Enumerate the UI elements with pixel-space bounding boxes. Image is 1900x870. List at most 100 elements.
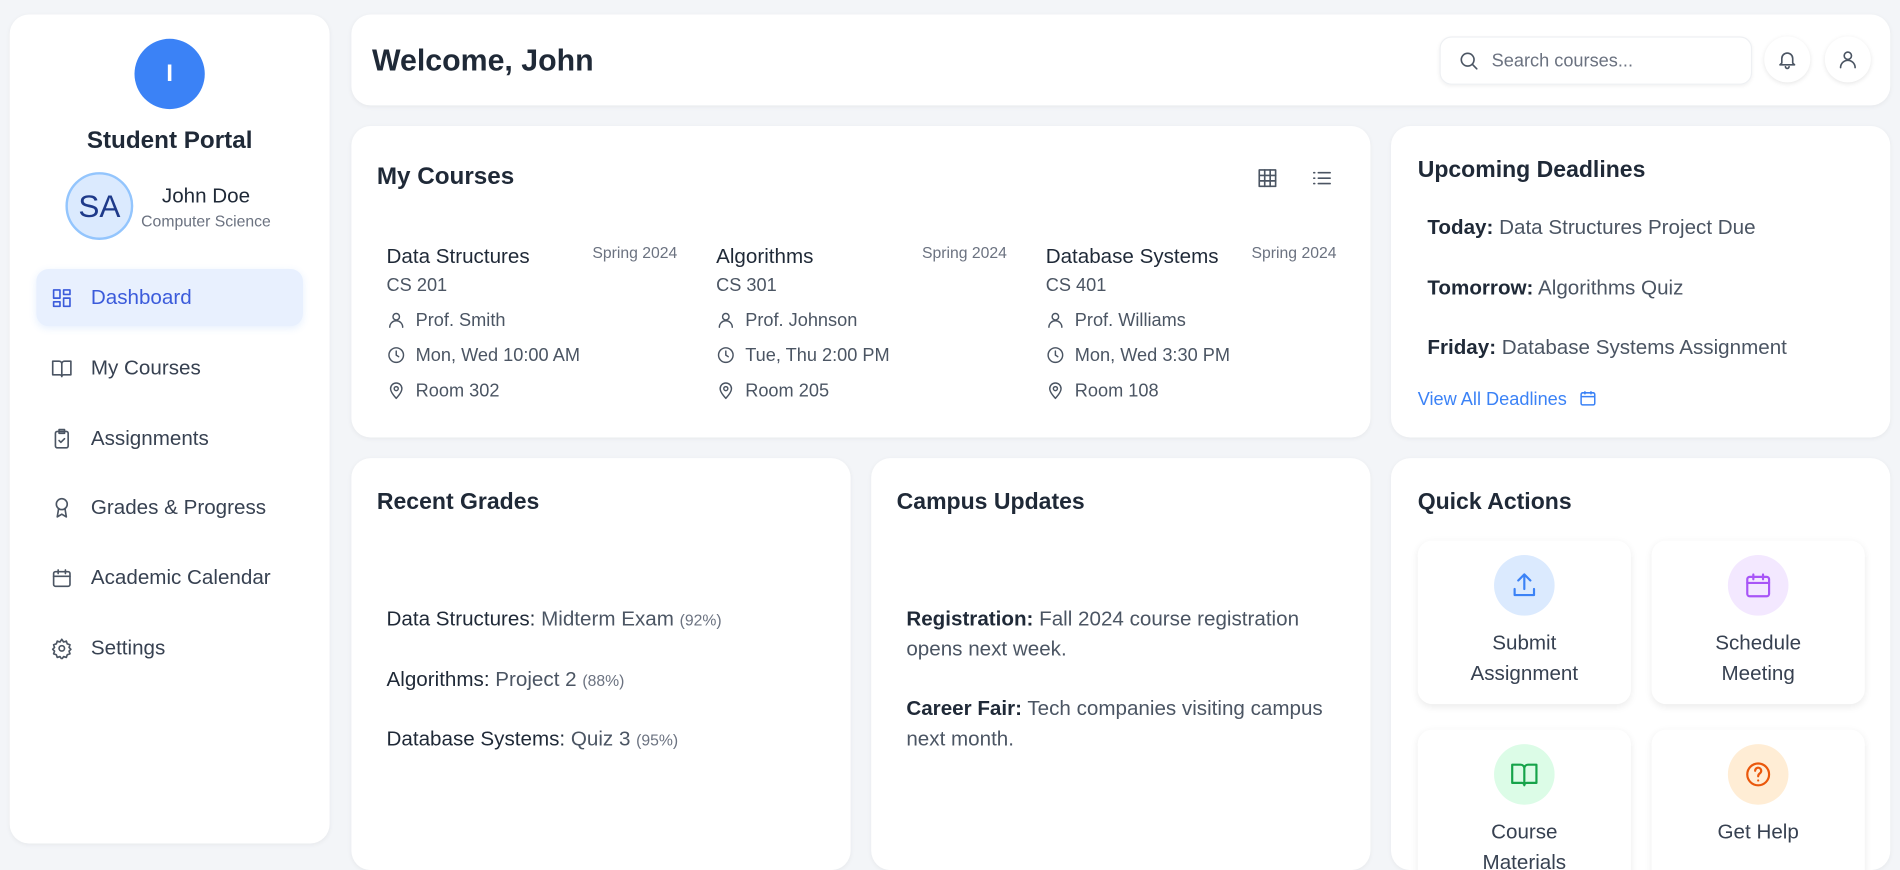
card-title: Quick Actions [1417, 489, 1572, 516]
icon [389, 382, 403, 400]
icon [54, 428, 69, 449]
icon [52, 289, 71, 308]
grade-item: Midterm Exam [541, 607, 674, 631]
user-department: Computer Science [141, 212, 271, 231]
course-term: Spring 2024 [592, 243, 678, 262]
deadline: Today: Data Structures Project Due [1427, 216, 1755, 240]
update-label: Registration: [906, 607, 1034, 631]
grade: Data Structures: Midterm Exam (92%) [387, 607, 722, 631]
icon [52, 569, 71, 588]
grid-view[interactable] [1257, 167, 1279, 189]
course-code: CS 201 [386, 275, 448, 296]
grade: Algorithms: Project 2 (88%) [387, 667, 625, 691]
card-title: Recent Grades [376, 489, 540, 516]
grade-score: (92%) [679, 610, 722, 629]
icon [1511, 763, 1538, 787]
update-text: Tech companies visiting campus next mont… [906, 696, 1323, 751]
course[interactable]: Data Structures Spring 2024 CS 201 Prof.… [387, 242, 678, 412]
nav-label: Grades & Progress [90, 496, 267, 520]
quick-action[interactable]: Course Materials [1417, 729, 1631, 870]
room: Room 302 [415, 380, 500, 402]
nav-item[interactable]: Grades & Progress [46, 494, 288, 523]
view-all-link[interactable]: View All Deadlines [1418, 389, 1598, 410]
icon [55, 498, 69, 519]
nav-item[interactable]: Dashboard [46, 284, 288, 313]
deadline-when: Today: [1427, 215, 1494, 239]
nav-item[interactable]: Assignments [46, 424, 288, 453]
quick-actions-card: Quick Actions Submit Assignment Schedule … [1391, 458, 1891, 870]
grade-score: (88%) [582, 670, 625, 689]
quick-action-label: Get Help [1717, 820, 1799, 844]
nav-item[interactable]: Academic Calendar [46, 564, 288, 593]
course-term: Spring 2024 [921, 243, 1007, 262]
icon [389, 312, 404, 328]
grade-item: Quiz 3 [570, 727, 631, 751]
card-title: My Courses [376, 163, 515, 191]
room: Room 108 [1074, 380, 1159, 402]
nav-label: Assignments [90, 426, 209, 450]
deadline-what: Data Structures Project Due [1499, 215, 1756, 239]
icon [718, 312, 733, 328]
sidebar: I Student Portal SA John Doe Computer Sc… [9, 14, 330, 844]
nav-label: My Courses [90, 356, 201, 380]
portal-title: Student Portal [86, 127, 253, 154]
updates-card: Campus Updates Registration: Fall 2024 c… [871, 458, 1371, 870]
course-name: Algorithms [716, 244, 814, 268]
card-title: Campus Updates [896, 489, 1085, 516]
search-placeholder: Search courses... [1491, 50, 1634, 72]
update-text: Fall 2024 course registration opens next… [906, 607, 1300, 661]
professor: Prof. Williams [1074, 310, 1186, 331]
grade-course: Algorithms: [386, 667, 490, 691]
nav-label: Settings [90, 636, 166, 660]
nav-label: Dashboard [90, 286, 192, 310]
deadline-when: Tomorrow: [1427, 275, 1534, 299]
deadline-when: Friday: [1427, 335, 1497, 359]
course-code: CS 401 [1045, 275, 1107, 296]
quick-action-label: Course Materials [1482, 820, 1567, 870]
room: Room 205 [745, 380, 830, 402]
nav-item[interactable]: My Courses [46, 354, 288, 383]
link-text: View All Deadlines [1417, 389, 1567, 410]
quick-action[interactable]: Schedule Meeting [1651, 540, 1865, 705]
icon [51, 360, 72, 378]
list-view[interactable] [1311, 167, 1333, 189]
course[interactable]: Database Systems Spring 2024 CS 401 Prof… [1046, 242, 1337, 412]
header: Welcome, John Search courses... [351, 14, 1891, 106]
schedule: Mon, Wed 3:30 PM [1074, 345, 1231, 366]
search-box[interactable]: Search courses... [1439, 36, 1753, 85]
course[interactable]: Algorithms Spring 2024 CS 301 Prof. John… [716, 242, 1007, 412]
course-code: CS 301 [716, 275, 777, 296]
professor: Prof. Smith [415, 310, 506, 331]
schedule: Mon, Wed 10:00 AM [415, 345, 580, 366]
grade-course: Database Systems: [386, 727, 566, 751]
icon [719, 382, 733, 400]
icon [1047, 347, 1064, 364]
notifications[interactable] [1764, 36, 1810, 82]
quick-action-label: Submit Assignment [1470, 631, 1579, 685]
grade: Database Systems: Quiz 3 (95%) [387, 727, 679, 751]
quick-action[interactable]: Submit Assignment [1417, 540, 1631, 705]
user-name: John Doe [161, 184, 251, 208]
schedule: Tue, Thu 2:00 PM [745, 345, 890, 366]
nav-label: Academic Calendar [90, 566, 271, 590]
logo: I [134, 38, 205, 110]
deadline-what: Database Systems Assignment [1501, 335, 1787, 359]
icon [388, 347, 405, 364]
nav-item[interactable]: Settings [46, 634, 288, 663]
nav-active-bg [36, 269, 303, 327]
icon [1049, 382, 1062, 400]
deadline: Friday: Database Systems Assignment [1427, 336, 1787, 360]
icon [717, 347, 734, 364]
deadline: Tomorrow: Algorithms Quiz [1427, 276, 1683, 300]
profile[interactable] [1825, 36, 1871, 82]
icon [1513, 573, 1536, 597]
update: Registration: Fall 2024 course registrat… [906, 604, 1330, 665]
professor: Prof. Johnson [745, 310, 858, 331]
grade-score: (95%) [636, 730, 679, 749]
quick-action[interactable]: Get Help [1651, 729, 1865, 870]
icon [1746, 762, 1771, 787]
user-avatar: SA [65, 172, 134, 240]
deadline-what: Algorithms Quiz [1538, 275, 1684, 299]
